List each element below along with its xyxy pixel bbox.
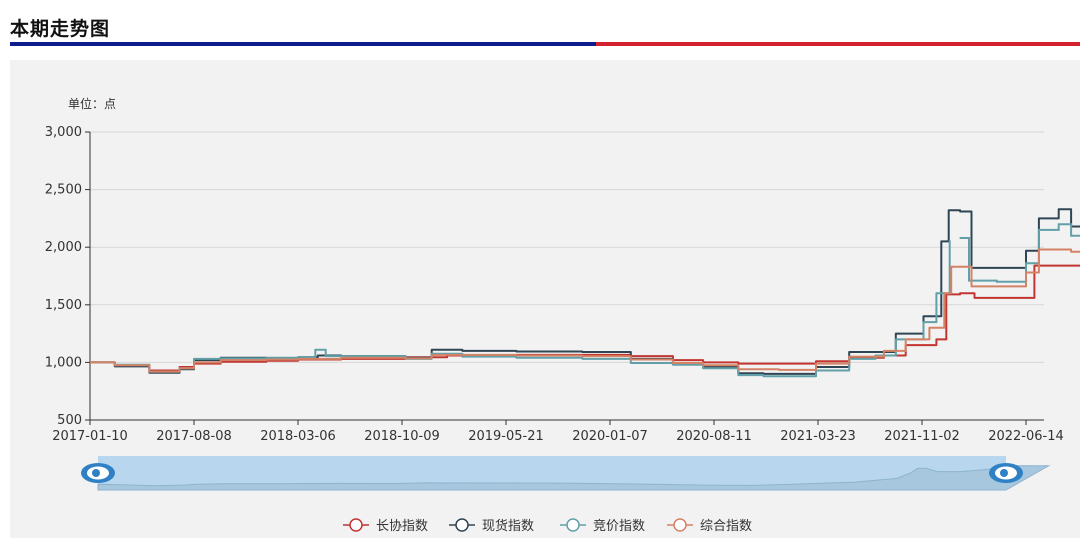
series-line-4 (90, 248, 1080, 373)
legend-item-2[interactable]: 现货指数 (449, 518, 534, 534)
legend-label: 现货指数 (482, 518, 534, 534)
x-tick-label: 2017-01-10 (52, 429, 128, 444)
page-title: 本期走势图 (10, 18, 111, 40)
unit-label: 单位：点 (68, 96, 116, 111)
legend-label: 综合指数 (700, 519, 752, 534)
line-chart: 单位：点 3,000 2,500 2,000 1,500 1,000 500 2017-0… (45, 96, 1080, 534)
legend-marker (566, 518, 580, 532)
x-tick-label: 2022-06-14 (988, 429, 1064, 444)
y-tick-label: 2,500 (45, 183, 82, 198)
y-tick-label: 2,000 (45, 240, 82, 255)
x-tick-label: 2020-08-11 (676, 429, 752, 444)
series-line-1 (90, 264, 1080, 372)
zoom-handle-end[interactable] (989, 463, 1023, 483)
series-lines (90, 208, 1080, 378)
x-axis: 2017-01-10 2017-08-08 2018-03-06 2018-10-09… (52, 419, 1064, 444)
y-tick-label: 1,000 (45, 355, 82, 370)
x-tick-label: 2018-03-06 (260, 429, 336, 444)
y-tick-label: 1,500 (45, 298, 82, 313)
legend-marker (673, 518, 687, 532)
title-divider-right (596, 42, 1080, 46)
series-line-3 (90, 240, 951, 378)
x-tick-label: 2021-03-23 (780, 429, 856, 444)
legend-label: 竞价指数 (593, 518, 645, 534)
series-line-2 (90, 208, 1080, 375)
x-tick-label: 2019-05-21 (468, 429, 544, 444)
legend-label: 长协指数 (376, 519, 428, 534)
y-axis: 3,000 2,500 2,000 1,500 1,000 500 (45, 125, 91, 428)
legend-item-3[interactable]: 竞价指数 (560, 518, 645, 534)
zoom-handle-dot[interactable] (92, 469, 100, 477)
x-tick-label: 2017-08-08 (156, 429, 232, 444)
legend-item-4[interactable]: 综合指数 (667, 518, 752, 534)
x-tick-label: 2018-10-09 (364, 429, 440, 444)
legend-item-1[interactable]: 长协指数 (343, 518, 428, 534)
legend-marker (349, 518, 363, 532)
series-line-3-segment (959, 223, 1080, 283)
grid-lines (90, 131, 1044, 363)
y-tick-label: 3,000 (45, 125, 82, 140)
legend: 长协指数 现货指数 竞价指数 综合指数 (343, 518, 752, 534)
title-divider-left (10, 42, 596, 46)
y-tick-label: 500 (57, 413, 82, 428)
chart-panel: 单位：点 3,000 2,500 2,000 1,500 1,000 500 2017-0… (10, 60, 1080, 538)
zoom-handle-dot[interactable] (1000, 469, 1008, 477)
title-divider (10, 42, 1080, 46)
zoom-handle-start[interactable] (81, 463, 115, 483)
legend-marker (455, 518, 469, 532)
zoom-slider[interactable] (81, 456, 1051, 491)
x-tick-label: 2020-01-07 (572, 429, 648, 444)
x-tick-label: 2021-11-02 (884, 429, 960, 444)
